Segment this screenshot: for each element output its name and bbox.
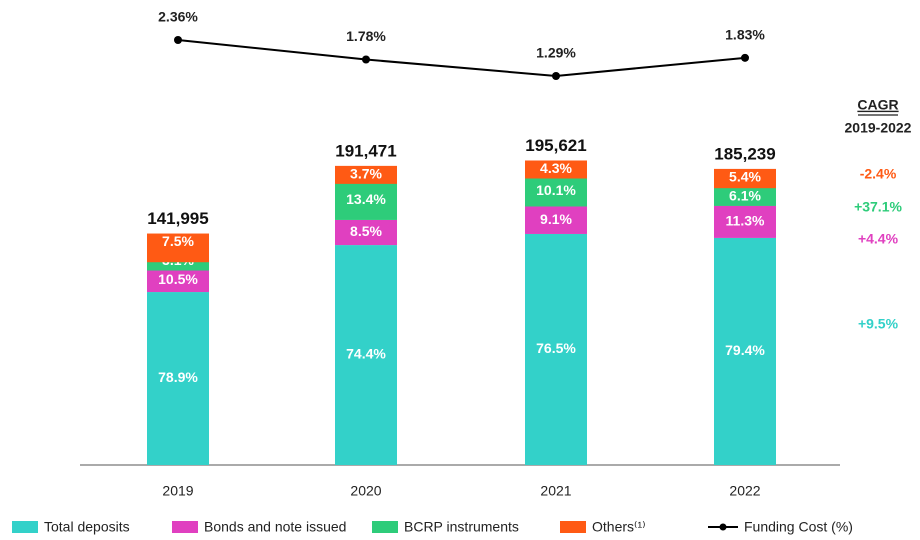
x-tick-label: 2019 <box>162 483 193 499</box>
total-label: 185,239 <box>714 144 775 163</box>
segment-label: 13.4% <box>346 191 386 207</box>
segment-label: 79.4% <box>725 342 765 358</box>
segment-label: 6.1% <box>729 188 761 204</box>
segment-label: 9.1% <box>540 211 572 227</box>
segment-label: 10.5% <box>158 271 198 287</box>
x-tick-label: 2020 <box>350 483 381 499</box>
line-label: 2.36% <box>158 9 198 25</box>
segment-label: 7.5% <box>162 233 194 249</box>
total-label: 195,621 <box>525 136 586 155</box>
bar-segment <box>335 219 397 246</box>
segment-label: 76.5% <box>536 340 576 356</box>
segment-label: 10.1% <box>536 182 576 198</box>
legend-swatch <box>372 521 398 533</box>
legend-label: BCRP instruments <box>404 519 519 535</box>
line-point <box>174 36 182 44</box>
legend-label: Funding Cost (%) <box>744 519 853 535</box>
bar-segment <box>714 205 776 238</box>
label-backdrop <box>714 168 776 187</box>
bar-segment <box>714 237 776 465</box>
line-label: 1.78% <box>346 28 386 44</box>
segment-label: 5.4% <box>729 169 761 185</box>
bar-segment <box>335 180 397 220</box>
segment-label: 3.7% <box>350 166 382 182</box>
label-backdrop <box>335 165 397 184</box>
line-point <box>741 53 749 62</box>
legend-swatch <box>12 521 38 533</box>
line-point <box>552 72 560 80</box>
total-label: 141,995 <box>147 209 208 228</box>
line-label: 1.83% <box>725 27 765 43</box>
segment-label: 74.4% <box>346 346 386 362</box>
x-tick-label: 2022 <box>729 483 760 499</box>
cagr-value: -2.4% <box>860 166 897 182</box>
line-point <box>362 55 370 64</box>
cagr-value: +9.5% <box>858 316 899 332</box>
label-backdrop <box>525 160 587 179</box>
bar-segment <box>147 269 209 293</box>
funding-line <box>177 39 746 78</box>
bar-segment <box>525 206 587 234</box>
legend-label: Others⁽¹⁾ <box>592 519 646 535</box>
cagr-value: +4.4% <box>858 231 899 247</box>
bar-segment <box>335 245 397 465</box>
legend-label: Bonds and note issued <box>204 519 346 535</box>
segment-label: 8.5% <box>350 223 382 239</box>
x-tick-label: 2021 <box>540 483 571 499</box>
line-label: 1.29% <box>536 45 576 61</box>
segment-label: 78.9% <box>158 369 198 385</box>
cagr-period: 2019-2022 <box>845 120 912 136</box>
bar-segment <box>525 233 587 465</box>
legend-swatch <box>560 521 586 533</box>
bar-segment <box>525 175 587 207</box>
segment-label: 4.3% <box>540 160 572 176</box>
cagr-value: +37.1% <box>854 199 902 215</box>
legend-dot <box>719 523 727 531</box>
legend-label: Total deposits <box>44 519 130 535</box>
bar-segment <box>147 292 209 465</box>
legend-swatch <box>172 521 198 533</box>
total-label: 191,471 <box>335 141 396 160</box>
label-backdrop <box>147 233 209 252</box>
cagr-title: CAGR <box>857 97 898 113</box>
segment-label: 11.3% <box>726 212 765 228</box>
label-backdrop <box>714 187 776 206</box>
